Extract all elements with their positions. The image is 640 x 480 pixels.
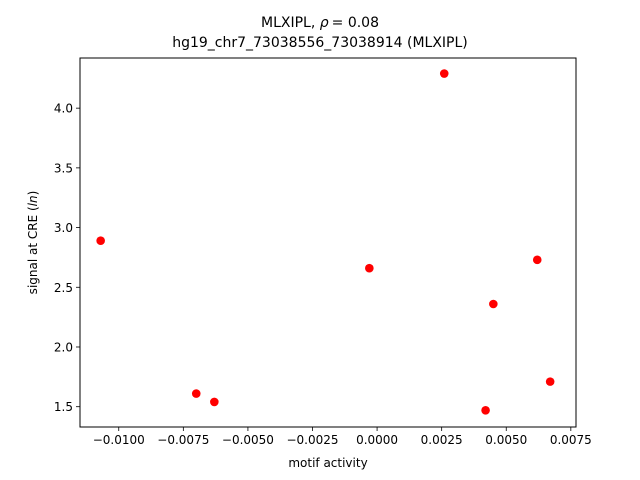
x-tick-label: 0.0025 [421, 433, 463, 447]
x-axis-ticks: −0.0100 −0.0075 −0.0050 −0.0025 0.0000 0.0025… [93, 427, 592, 447]
data-point [439, 69, 449, 78]
x-tick-label: 0.0000 [356, 433, 398, 447]
y-axis-label-prefix: signal at CRE ( [26, 206, 40, 294]
x-tick-label: 0.0050 [485, 433, 527, 447]
data-point [489, 299, 498, 309]
y-tick-label: 1.5 [54, 400, 73, 414]
data-point [545, 377, 555, 386]
data-point [365, 263, 374, 273]
y-axis-label: signal at CRE (ln) [26, 191, 40, 295]
chart-subtitle: hg19_chr7_73038556_73038914 (MLXIPL) [172, 35, 468, 51]
y-tick-label: 2.0 [54, 340, 73, 354]
y-tick-label: 3.0 [54, 221, 73, 235]
y-tick-label: 3.5 [54, 161, 73, 175]
plot-area-frame [79, 57, 577, 428]
chart-title-prefix: MLXIPL, [261, 15, 320, 31]
y-axis-label-italic: ln [26, 195, 40, 206]
x-tick-label: −0.0100 [93, 433, 145, 447]
y-tick-label: 2.5 [54, 281, 73, 295]
y-axis-ticks: 1.5 2.0 2.5 3.0 3.5 4.0 [54, 102, 80, 414]
x-tick-label: −0.0025 [286, 433, 338, 447]
y-axis-label-suffix: ) [26, 191, 40, 196]
data-point [210, 397, 219, 407]
x-axis-label: motif activity [288, 456, 367, 470]
data-point [191, 389, 201, 398]
data-point [532, 255, 542, 265]
points-layer [96, 69, 555, 415]
chart-title-rho-symbol: ρ [319, 15, 329, 31]
data-point [481, 405, 490, 415]
data-point [96, 236, 105, 246]
y-tick-label: 4.0 [54, 102, 73, 116]
chart-title: MLXIPL, ρ = 0.08 [0, 15, 640, 31]
x-tick-label: −0.0075 [157, 433, 209, 447]
x-tick-label: 0.0075 [550, 433, 592, 447]
chart-title-rho-value: = 0.08 [331, 15, 379, 31]
x-tick-label: −0.0050 [222, 433, 274, 447]
